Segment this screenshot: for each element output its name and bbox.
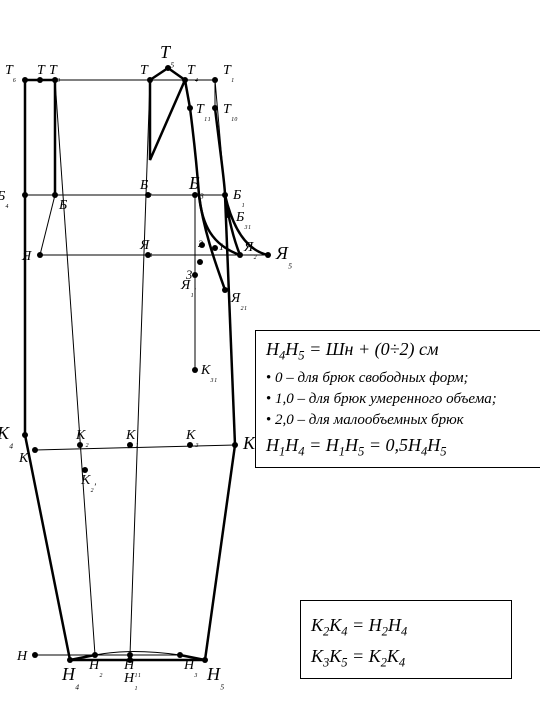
svg-text:Я₅: Я₅: [275, 243, 292, 269]
svg-text:Б: Б: [58, 198, 67, 213]
diagram-canvas: Т₆ТТ₃Т₂Т₅Т₄Т₁Т₁₁Т₁₀Б₄ББ₂Б₃Б₁Б₃₁ЯЯ₁213Я₁′…: [0, 0, 540, 720]
formula-eq: К2К4 = Н2Н4: [311, 615, 501, 640]
formula-item: 1,0 – для брюк умеренного объема;: [266, 391, 534, 408]
formula-box-1: Н4Н5 = Шн + (0÷2) см 0 – для брюк свободн…: [255, 330, 540, 468]
formula-title: Н4Н5 = Шн + (0÷2) см: [266, 339, 534, 364]
svg-text:Т₁₁: Т₁₁: [196, 102, 211, 122]
formula-eq: К3К5 = К2К4: [311, 646, 501, 671]
svg-text:Т₁: Т₁: [223, 63, 234, 83]
formula-eq: Н1Н4 = Н1Н5 = 0,5Н4Н5: [266, 435, 534, 460]
svg-text:Т: Т: [37, 63, 46, 78]
svg-text:1: 1: [219, 242, 224, 253]
svg-text:К: К: [18, 451, 29, 466]
svg-text:Б₄: Б₄: [0, 189, 9, 209]
svg-text:К₂′: К₂′: [80, 473, 97, 493]
formula-box-2: К2К4 = Н2Н4 К3К5 = К2К4: [300, 600, 512, 679]
formula-item: 0 – для брюк свободных форм;: [266, 370, 534, 387]
svg-text:Н₅: Н₅: [206, 664, 224, 690]
svg-text:Я₁′: Я₁′: [180, 278, 197, 298]
svg-text:Н₄: Н₄: [61, 664, 79, 690]
svg-text:Я: Я: [21, 249, 32, 264]
svg-text:Б₃₁: Б₃₁: [235, 210, 251, 230]
svg-text:Я₂: Я₂: [243, 240, 257, 260]
svg-text:Т₁₀: Т₁₀: [223, 102, 238, 122]
svg-text:Н: Н: [16, 649, 28, 664]
svg-text:Я₂₁: Я₂₁: [230, 291, 247, 311]
svg-text:Т₆: Т₆: [5, 63, 16, 83]
formula-item: 2,0 – для малообъемных брюк: [266, 412, 534, 429]
svg-text:2: 2: [198, 239, 203, 250]
svg-text:К₃₁: К₃₁: [200, 363, 217, 383]
svg-text:Т₅: Т₅: [160, 42, 174, 68]
svg-text:Б₁: Б₁: [232, 188, 245, 208]
svg-text:К₄: К₄: [0, 423, 13, 449]
